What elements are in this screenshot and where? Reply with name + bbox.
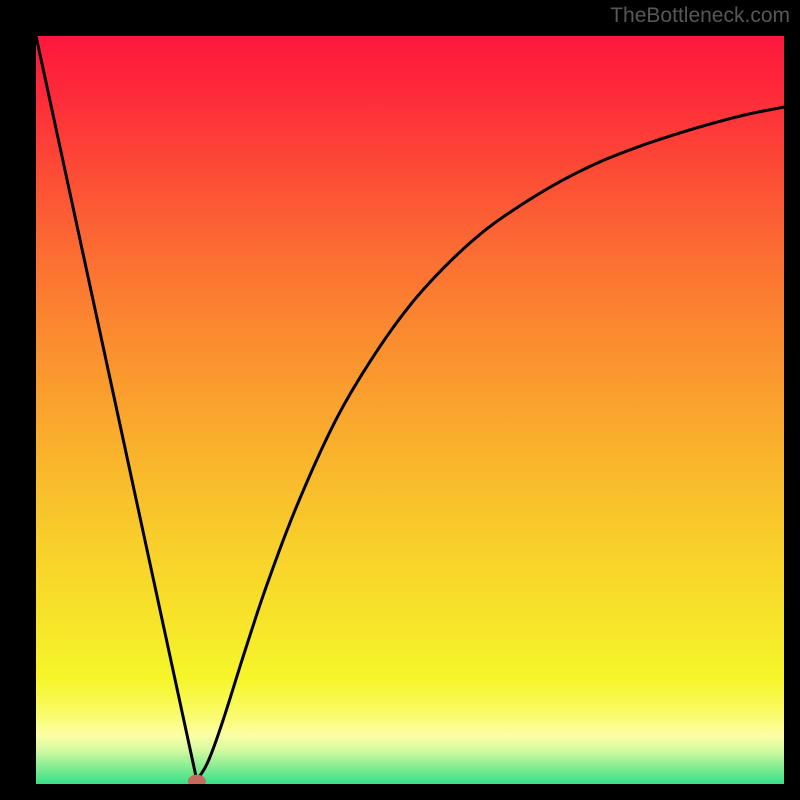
bottleneck-chart: TheBottleneck.com [0, 0, 800, 800]
chart-svg [0, 0, 800, 800]
chart-background-gradient [36, 36, 784, 784]
watermark-label: TheBottleneck.com [610, 4, 790, 28]
